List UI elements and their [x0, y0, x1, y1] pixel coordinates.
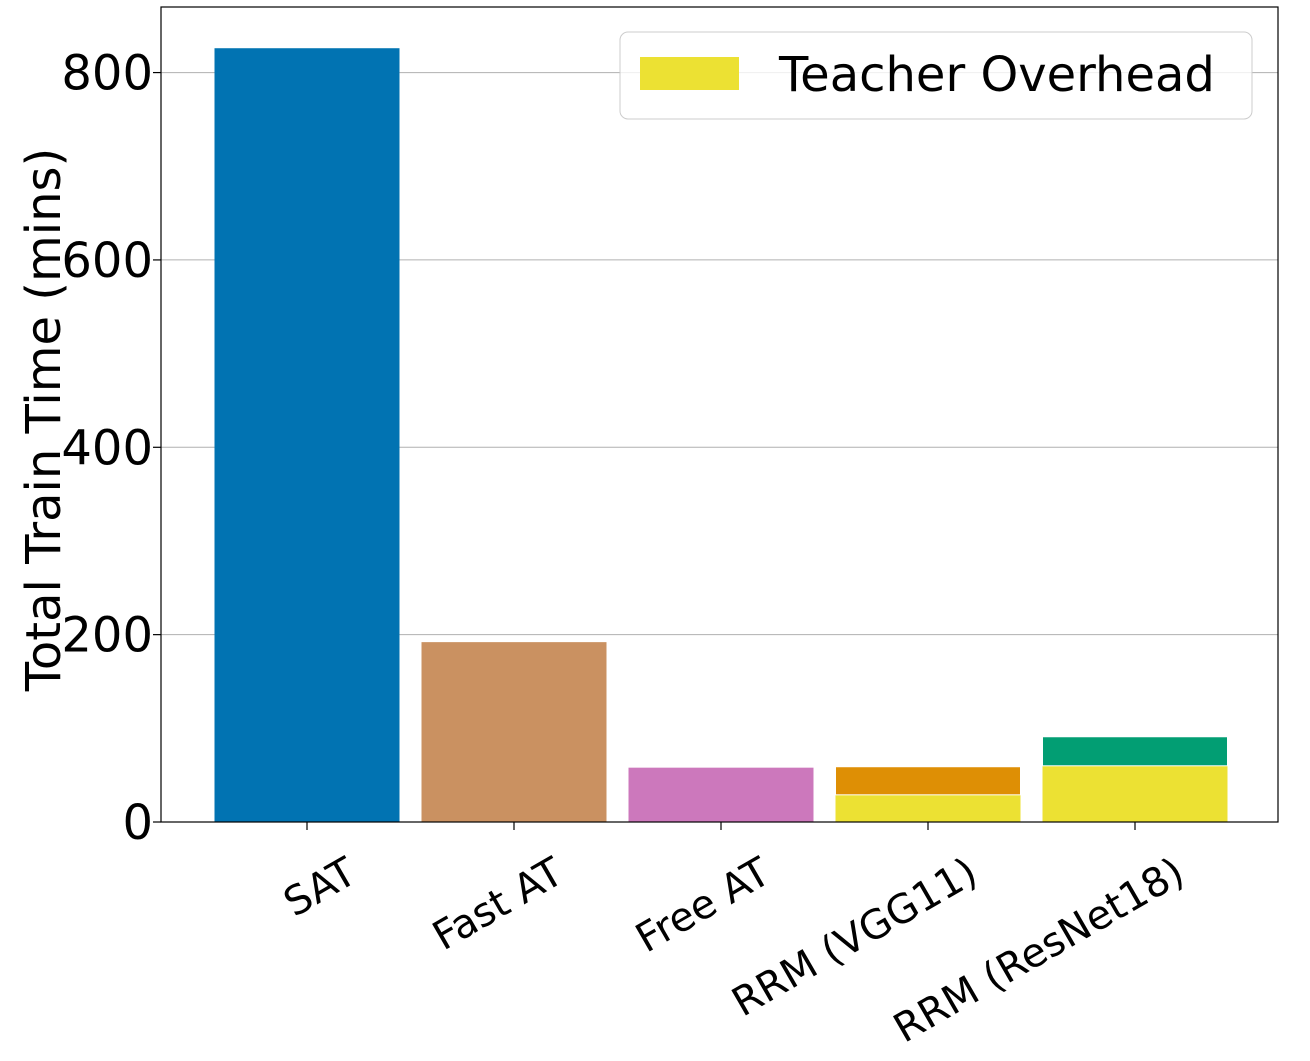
x-tick-label: SAT [276, 849, 364, 927]
bar-segment [835, 794, 1021, 822]
bar-segment [1042, 765, 1228, 822]
legend-box [619, 31, 1253, 120]
bar-segment [421, 642, 607, 822]
y-tick-label: 800 [61, 46, 153, 102]
legend-label: Teacher Overhead [778, 47, 1215, 103]
y-tick-label: 600 [61, 233, 153, 289]
x-tick-label: Free AT [628, 849, 778, 962]
y-tick-label: 400 [61, 420, 153, 476]
x-tick-label: Fast AT [425, 849, 571, 960]
bar-segment [214, 48, 400, 823]
plot-frame [160, 6, 1279, 823]
legend: Teacher Overhead [619, 31, 1253, 120]
y-tick-label: 200 [61, 608, 153, 664]
bar-segment [1042, 736, 1228, 767]
bar-segment [835, 766, 1021, 796]
y-tick-label: 0 [122, 795, 153, 851]
bars [214, 48, 1228, 823]
legend-swatch [640, 57, 739, 90]
y-axis-label: Total Train Time (mins) [16, 148, 72, 693]
bar-segment [628, 767, 814, 822]
